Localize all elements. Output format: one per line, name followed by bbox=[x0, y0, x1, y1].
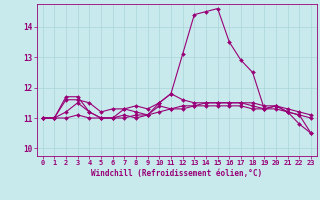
X-axis label: Windchill (Refroidissement éolien,°C): Windchill (Refroidissement éolien,°C) bbox=[91, 169, 262, 178]
